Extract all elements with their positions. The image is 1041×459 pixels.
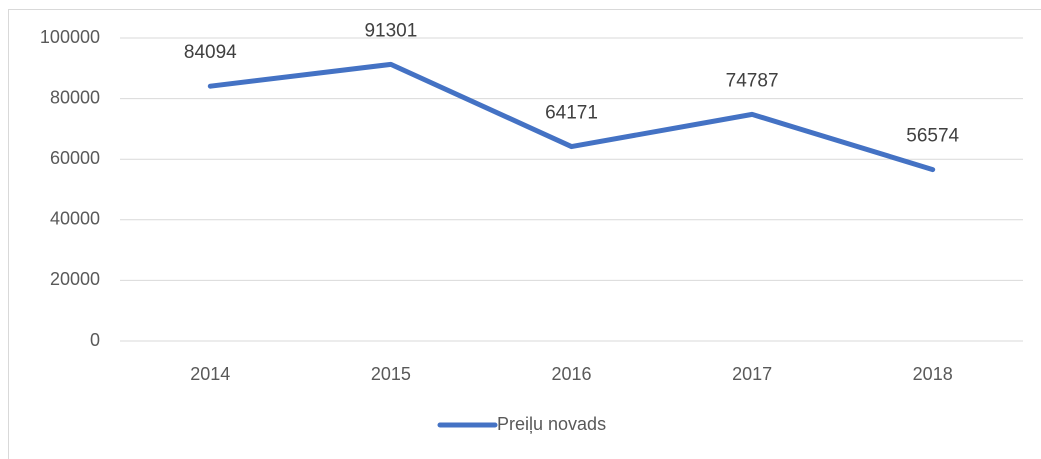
y-tick-label: 60000 [50, 148, 100, 168]
data-label: 64171 [545, 103, 598, 124]
data-label: 74787 [726, 70, 779, 91]
y-tick-label: 20000 [50, 269, 100, 289]
x-tick-label: 2015 [371, 364, 411, 384]
y-tick-label: 80000 [50, 87, 100, 107]
y-tick-label: 100000 [40, 27, 100, 47]
series-line [207, 61, 936, 173]
data-label: 56574 [906, 126, 959, 147]
data-label: 84094 [184, 42, 237, 63]
x-tick-label: 2018 [913, 364, 953, 384]
x-tick-label: 2016 [551, 364, 591, 384]
legend-label: Preiļu novads [497, 414, 606, 434]
y-tick-label: 40000 [50, 209, 100, 229]
y-tick-label: 0 [90, 330, 100, 350]
chart-border [8, 9, 1041, 459]
x-tick-label: 2014 [190, 364, 230, 384]
data-label: 91301 [364, 20, 417, 41]
x-tick-label: 2017 [732, 364, 772, 384]
